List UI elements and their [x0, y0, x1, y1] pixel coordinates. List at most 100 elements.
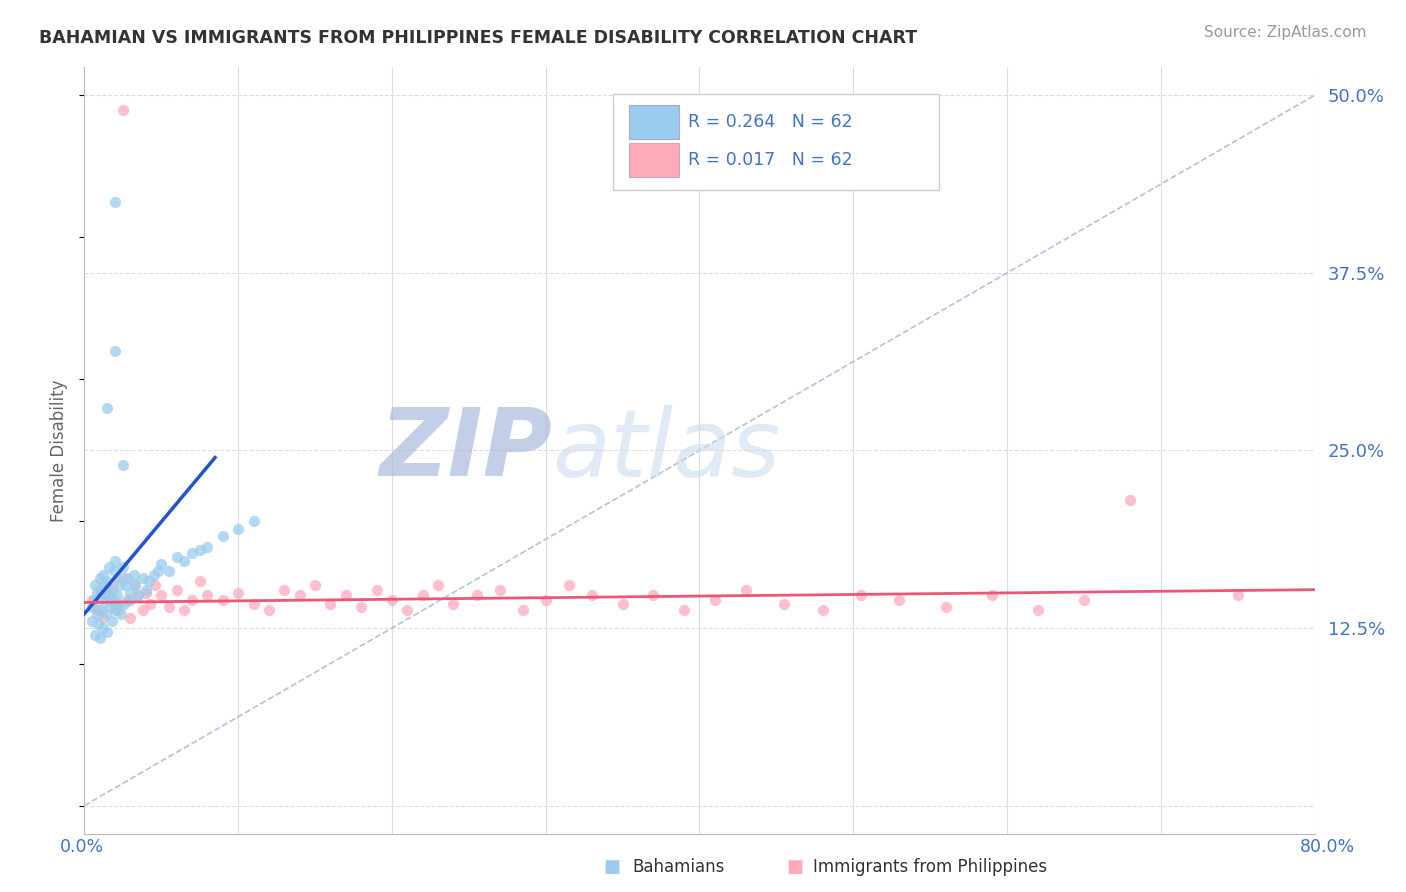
Point	[91, 611, 114, 625]
Point	[443, 597, 465, 611]
Point	[319, 597, 342, 611]
Point	[465, 588, 488, 602]
Point	[111, 458, 134, 472]
Point	[1226, 588, 1249, 602]
Point	[127, 588, 149, 602]
Point	[86, 585, 108, 599]
Point	[734, 582, 756, 597]
Point	[111, 571, 134, 585]
Point	[427, 578, 450, 592]
Point	[150, 557, 173, 571]
Point	[104, 597, 127, 611]
Point	[117, 592, 139, 607]
Point	[96, 588, 118, 602]
FancyBboxPatch shape	[630, 105, 679, 139]
Point	[181, 592, 204, 607]
Point	[396, 602, 419, 616]
Point	[96, 401, 118, 415]
Point	[558, 578, 581, 592]
Point	[104, 602, 127, 616]
Point	[173, 602, 195, 616]
Point	[80, 592, 103, 607]
Point	[673, 602, 696, 616]
Point	[889, 592, 911, 607]
Point	[115, 578, 138, 592]
Point	[120, 592, 142, 607]
Point	[91, 621, 114, 635]
Point	[122, 568, 145, 582]
Point	[80, 599, 103, 614]
Point	[273, 582, 295, 597]
Point	[86, 602, 108, 616]
Text: ■: ■	[786, 858, 803, 876]
Text: Immigrants from Philippines: Immigrants from Philippines	[813, 858, 1047, 876]
Point	[107, 602, 129, 616]
Point	[84, 628, 107, 642]
Point	[111, 103, 134, 117]
Text: ■: ■	[603, 858, 620, 876]
Point	[89, 571, 111, 585]
Text: 0.0%: 0.0%	[59, 838, 104, 855]
Point	[104, 344, 127, 359]
Point	[1073, 592, 1095, 607]
Point	[257, 602, 280, 616]
Point	[148, 564, 170, 578]
Point	[188, 542, 211, 557]
Point	[117, 571, 139, 585]
Point	[101, 582, 124, 597]
Point	[366, 582, 388, 597]
Point	[132, 602, 155, 616]
Point	[124, 578, 146, 592]
Point	[83, 592, 105, 607]
Text: BAHAMIAN VS IMMIGRANTS FROM PHILIPPINES FEMALE DISABILITY CORRELATION CHART: BAHAMIAN VS IMMIGRANTS FROM PHILIPPINES …	[39, 29, 918, 46]
Point	[166, 549, 188, 564]
Point	[166, 582, 188, 597]
Point	[1119, 493, 1142, 508]
Point	[197, 540, 219, 554]
FancyBboxPatch shape	[613, 94, 939, 190]
FancyBboxPatch shape	[630, 143, 679, 177]
Point	[120, 611, 142, 625]
Point	[157, 564, 180, 578]
Point	[534, 592, 557, 607]
Point	[103, 564, 125, 578]
Point	[104, 554, 127, 568]
Point	[211, 592, 233, 607]
Point	[242, 597, 264, 611]
Y-axis label: Female Disability: Female Disability	[51, 379, 69, 522]
Text: Source: ZipAtlas.com: Source: ZipAtlas.com	[1204, 25, 1367, 40]
Point	[1026, 602, 1049, 616]
Point	[84, 578, 107, 592]
Point	[773, 597, 796, 611]
Point	[581, 588, 603, 602]
Point	[93, 578, 115, 592]
Point	[89, 582, 111, 597]
Point	[107, 597, 129, 611]
Point	[101, 614, 124, 628]
Point	[96, 625, 118, 640]
Point	[124, 578, 146, 592]
Point	[139, 597, 162, 611]
Point	[86, 607, 108, 621]
Point	[138, 574, 160, 589]
Point	[488, 582, 510, 597]
Point	[103, 592, 125, 607]
Point	[132, 571, 155, 585]
Point	[105, 588, 128, 602]
Point	[350, 599, 373, 614]
Text: ZIP: ZIP	[380, 404, 553, 497]
Point	[335, 588, 357, 602]
Point	[135, 585, 157, 599]
Point	[643, 588, 665, 602]
Text: atlas: atlas	[553, 405, 780, 496]
Point	[811, 602, 834, 616]
Point	[90, 588, 112, 602]
Point	[111, 560, 134, 574]
Point	[188, 574, 211, 589]
Point	[112, 597, 135, 611]
Point	[226, 522, 249, 536]
Point	[90, 602, 112, 616]
Text: R = 0.264   N = 62: R = 0.264 N = 62	[689, 113, 853, 131]
Point	[242, 515, 264, 529]
Point	[211, 529, 233, 543]
